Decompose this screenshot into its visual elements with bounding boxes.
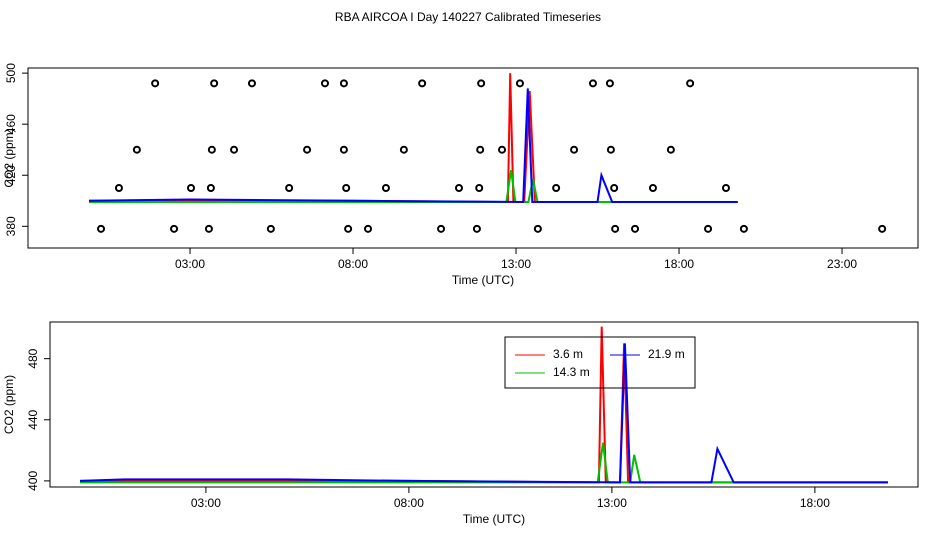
- line: [80, 442, 888, 484]
- point: [303, 145, 312, 154]
- point: [170, 224, 179, 233]
- line: [89, 169, 738, 203]
- line: [88, 88, 738, 204]
- point: [247, 79, 256, 88]
- point: [210, 79, 219, 88]
- point: [605, 79, 614, 88]
- point: [611, 224, 620, 233]
- point: [364, 224, 373, 233]
- plot-area: [79, 326, 888, 484]
- point: [97, 224, 106, 233]
- point: [498, 145, 507, 154]
- y-tick-label: 500: [4, 63, 18, 83]
- point: [610, 184, 619, 192]
- x-tick-label: 03:00: [175, 257, 205, 271]
- point: [339, 145, 348, 154]
- y-axis-label: CO2 (ppm): [2, 375, 16, 434]
- point: [552, 184, 561, 192]
- point: [381, 184, 390, 192]
- x-tick-label: 08:00: [394, 496, 424, 510]
- point: [704, 224, 713, 233]
- point: [472, 224, 481, 233]
- legend-label: 21.9 m: [648, 347, 685, 361]
- point: [187, 184, 196, 192]
- point: [475, 184, 484, 192]
- y-tick-label: 460: [4, 114, 18, 134]
- point: [151, 79, 160, 88]
- point: [342, 184, 351, 192]
- plot-area: [88, 73, 887, 233]
- point: [230, 145, 239, 154]
- point: [206, 184, 215, 192]
- point: [285, 184, 294, 192]
- point: [344, 224, 353, 233]
- point: [477, 79, 486, 88]
- plot-frame: [49, 321, 919, 488]
- point: [204, 224, 213, 233]
- y-tick-label: 420: [4, 165, 18, 185]
- point: [666, 145, 675, 154]
- x-axis-label: Time (UTC): [452, 273, 514, 287]
- point: [515, 79, 524, 88]
- point: [207, 145, 216, 154]
- point: [570, 145, 579, 154]
- x-tick-label: 03:00: [191, 496, 221, 510]
- point: [606, 145, 615, 154]
- x-tick-label: 18:00: [800, 496, 830, 510]
- legend-box: [504, 336, 696, 389]
- line: [79, 343, 888, 484]
- point: [686, 79, 695, 88]
- point: [418, 79, 427, 88]
- point: [437, 224, 446, 233]
- point: [476, 145, 485, 154]
- point: [533, 224, 542, 233]
- plot-frame: [27, 67, 919, 249]
- x-tick-label: 18:00: [664, 257, 694, 271]
- point: [132, 145, 141, 154]
- point: [648, 184, 657, 192]
- y-axis-label: CO2 (ppm): [2, 128, 16, 187]
- legend-label: 3.6 m: [553, 347, 583, 361]
- point: [454, 184, 463, 192]
- chart-title: RBA AIRCOA I Day 140227 Calibrated Times…: [335, 10, 601, 24]
- x-tick-label: 13:00: [597, 496, 627, 510]
- y-tick-label: 400: [26, 471, 40, 491]
- line: [89, 73, 738, 203]
- point: [339, 79, 348, 88]
- point: [114, 184, 123, 192]
- x-tick-label: 23:00: [827, 257, 857, 271]
- point: [320, 79, 329, 88]
- point: [266, 224, 275, 233]
- legend-label: 14.3 m: [553, 365, 590, 379]
- point: [721, 184, 730, 192]
- point: [588, 79, 597, 88]
- point: [399, 145, 408, 154]
- y-tick-label: 440: [26, 409, 40, 429]
- x-axis-label: Time (UTC): [463, 512, 525, 526]
- point: [739, 224, 748, 233]
- x-tick-label: 13:00: [501, 257, 531, 271]
- x-tick-label: 08:00: [338, 257, 368, 271]
- y-tick-label: 380: [4, 216, 18, 236]
- y-tick-label: 480: [26, 348, 40, 368]
- line: [80, 326, 888, 484]
- point: [631, 224, 640, 233]
- point: [878, 224, 887, 233]
